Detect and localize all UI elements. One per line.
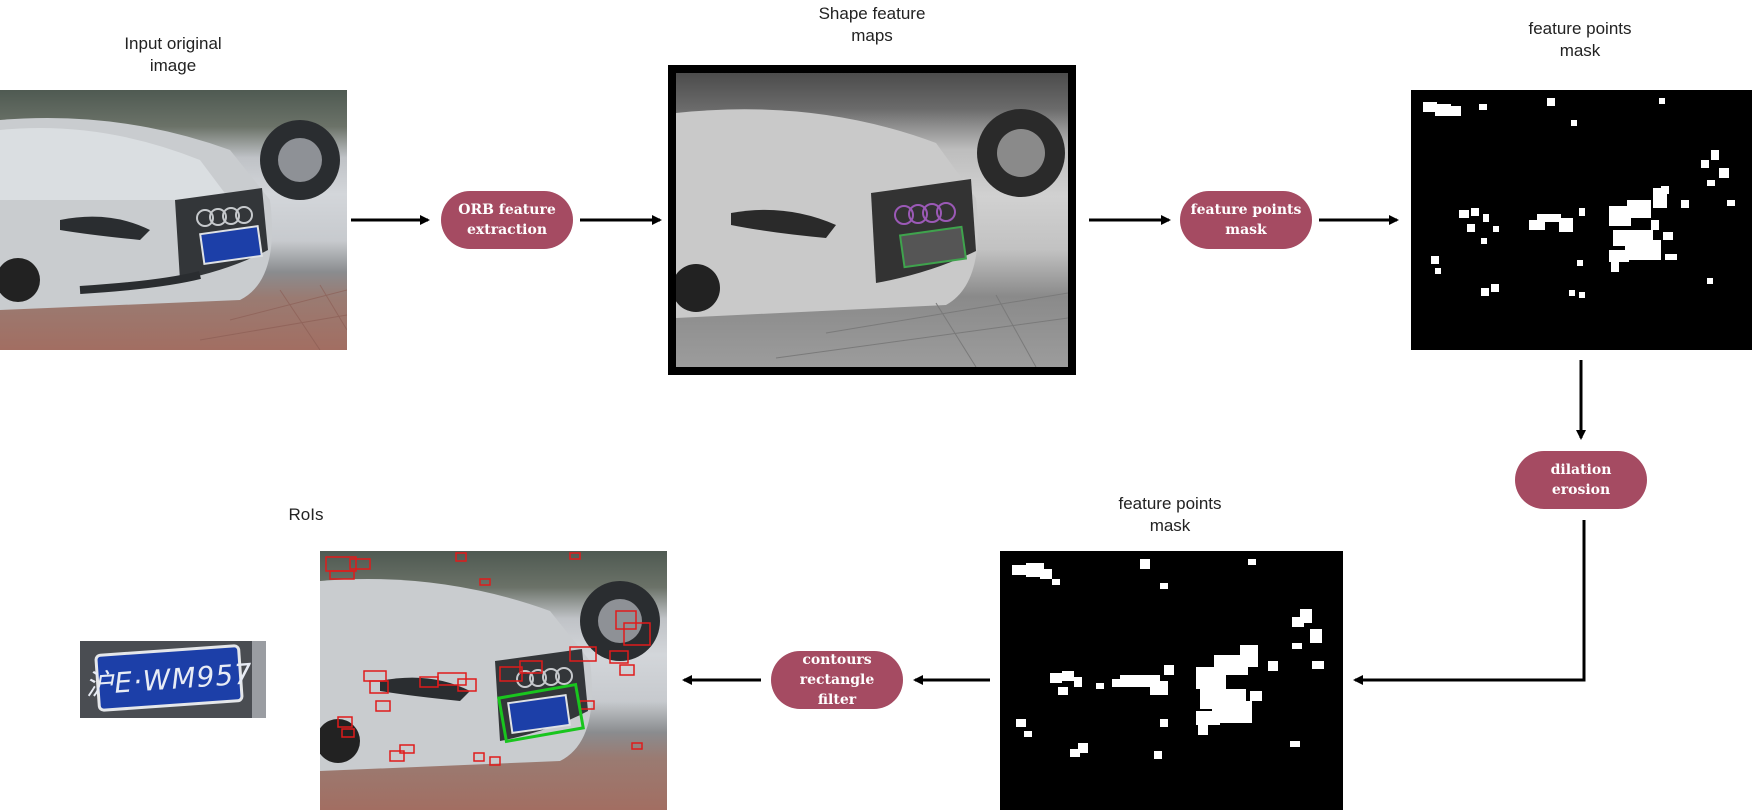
contours-rectangle-filter-step: contours rectangle filter [771,651,903,709]
input-image-label: Input original image [124,34,222,75]
shape-feature-maps-label: Shape feature maps [818,4,926,45]
cropped-plate-image: 沪E·WM957 [80,641,266,718]
feature-points-mask-top-image [1411,90,1752,350]
feature-points-mask-label-bottom: feature points mask [1118,494,1222,535]
plate-text: 沪E·WM957 [84,657,255,702]
feature-points-mask-bottom-image [1000,551,1343,810]
arrow-dilation-to-mask2 [1353,520,1586,685]
license-plate: 沪E·WM957 [84,643,254,713]
rois-label: RoIs [288,505,324,524]
input-car-image [0,90,347,350]
feature-points-mask-label-top: feature points mask [1528,19,1632,60]
dilation-erosion-step: dilation erosion [1515,451,1647,509]
rois-car-image [320,551,667,810]
feature-points-mask-step: feature points mask [1180,191,1312,249]
shape-feature-map-image [668,65,1076,375]
orb-feature-extraction-step: ORB feature extraction [441,191,573,249]
